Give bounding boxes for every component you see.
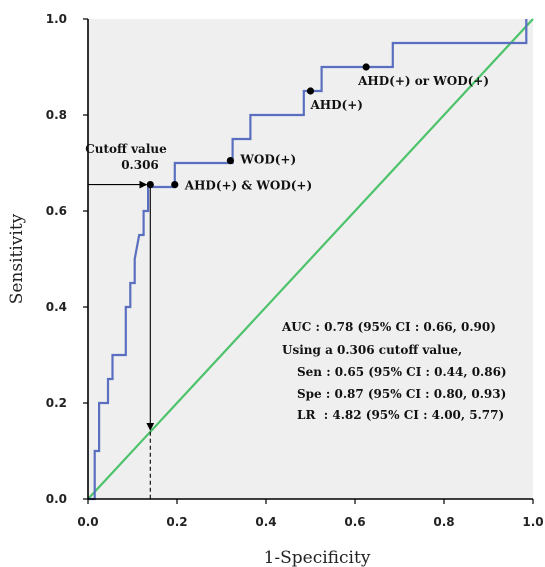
point-label: AHD(+) & WOD(+): [184, 179, 312, 193]
cutoff-label-line1: Cutoff value: [85, 142, 167, 156]
point-marker: [171, 181, 179, 189]
x-axis-title: 1-Specificity: [264, 548, 371, 567]
x-tick-label: 0.8: [433, 515, 454, 529]
point-marker: [306, 87, 315, 95]
point-marker: [362, 63, 370, 71]
y-tick-label: 0.4: [46, 300, 67, 314]
x-tick-label: 0.2: [166, 515, 187, 529]
reference-line: [87, 18, 534, 500]
y-tick-label: 0.6: [46, 204, 67, 218]
stats-auc: AUC : 0.78 (95% CI : 0.66, 0.90): [281, 320, 496, 334]
stats-sensitivity: Sen : 0.65 (95% CI : 0.44, 0.86): [297, 365, 507, 379]
y-tick-label: 0.2: [46, 396, 67, 410]
point-label: AHD(+) or WOD(+): [357, 74, 489, 88]
point-marker: [146, 181, 154, 189]
x-tick-label: 0.0: [77, 515, 98, 529]
stats-specificity: Spe : 0.87 (95% CI : 0.80, 0.93): [297, 387, 506, 401]
x-tick-label: 1.0: [522, 515, 543, 529]
point-label: AHD(+): [310, 98, 363, 112]
y-tick-label: 1.0: [46, 12, 67, 26]
point-label: WOD(+): [239, 153, 296, 167]
stats-cutoff-note: Using a 0.306 cutoff value,: [282, 343, 462, 357]
x-tick-label: 0.6: [344, 515, 365, 529]
stats-likelihood-ratio: LR : 4.82 (95% CI : 4.00, 5.77): [297, 408, 504, 422]
point-marker: [226, 157, 234, 165]
y-axis-title: Sensitivity: [7, 213, 27, 304]
x-tick-label: 0.4: [255, 515, 276, 529]
y-tick-label: 0.8: [46, 108, 67, 122]
y-tick-label: 0.0: [46, 492, 67, 506]
cutoff-label-line2: 0.306: [121, 158, 159, 172]
